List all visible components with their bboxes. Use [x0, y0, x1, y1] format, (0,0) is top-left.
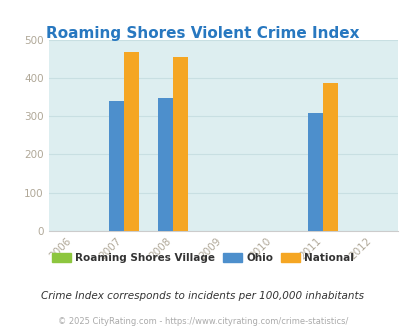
Bar [322, 83, 337, 231]
Bar [173, 57, 188, 231]
Legend: Roaming Shores Village, Ohio, National: Roaming Shores Village, Ohio, National [47, 248, 358, 267]
Bar [123, 52, 138, 231]
Text: © 2025 CityRating.com - https://www.cityrating.com/crime-statistics/: © 2025 CityRating.com - https://www.city… [58, 317, 347, 326]
Text: Crime Index corresponds to incidents per 100,000 inhabitants: Crime Index corresponds to incidents per… [41, 291, 364, 301]
Bar [108, 101, 123, 231]
Text: Roaming Shores Violent Crime Index: Roaming Shores Violent Crime Index [46, 26, 359, 41]
Bar [307, 113, 322, 231]
Bar [158, 98, 173, 231]
